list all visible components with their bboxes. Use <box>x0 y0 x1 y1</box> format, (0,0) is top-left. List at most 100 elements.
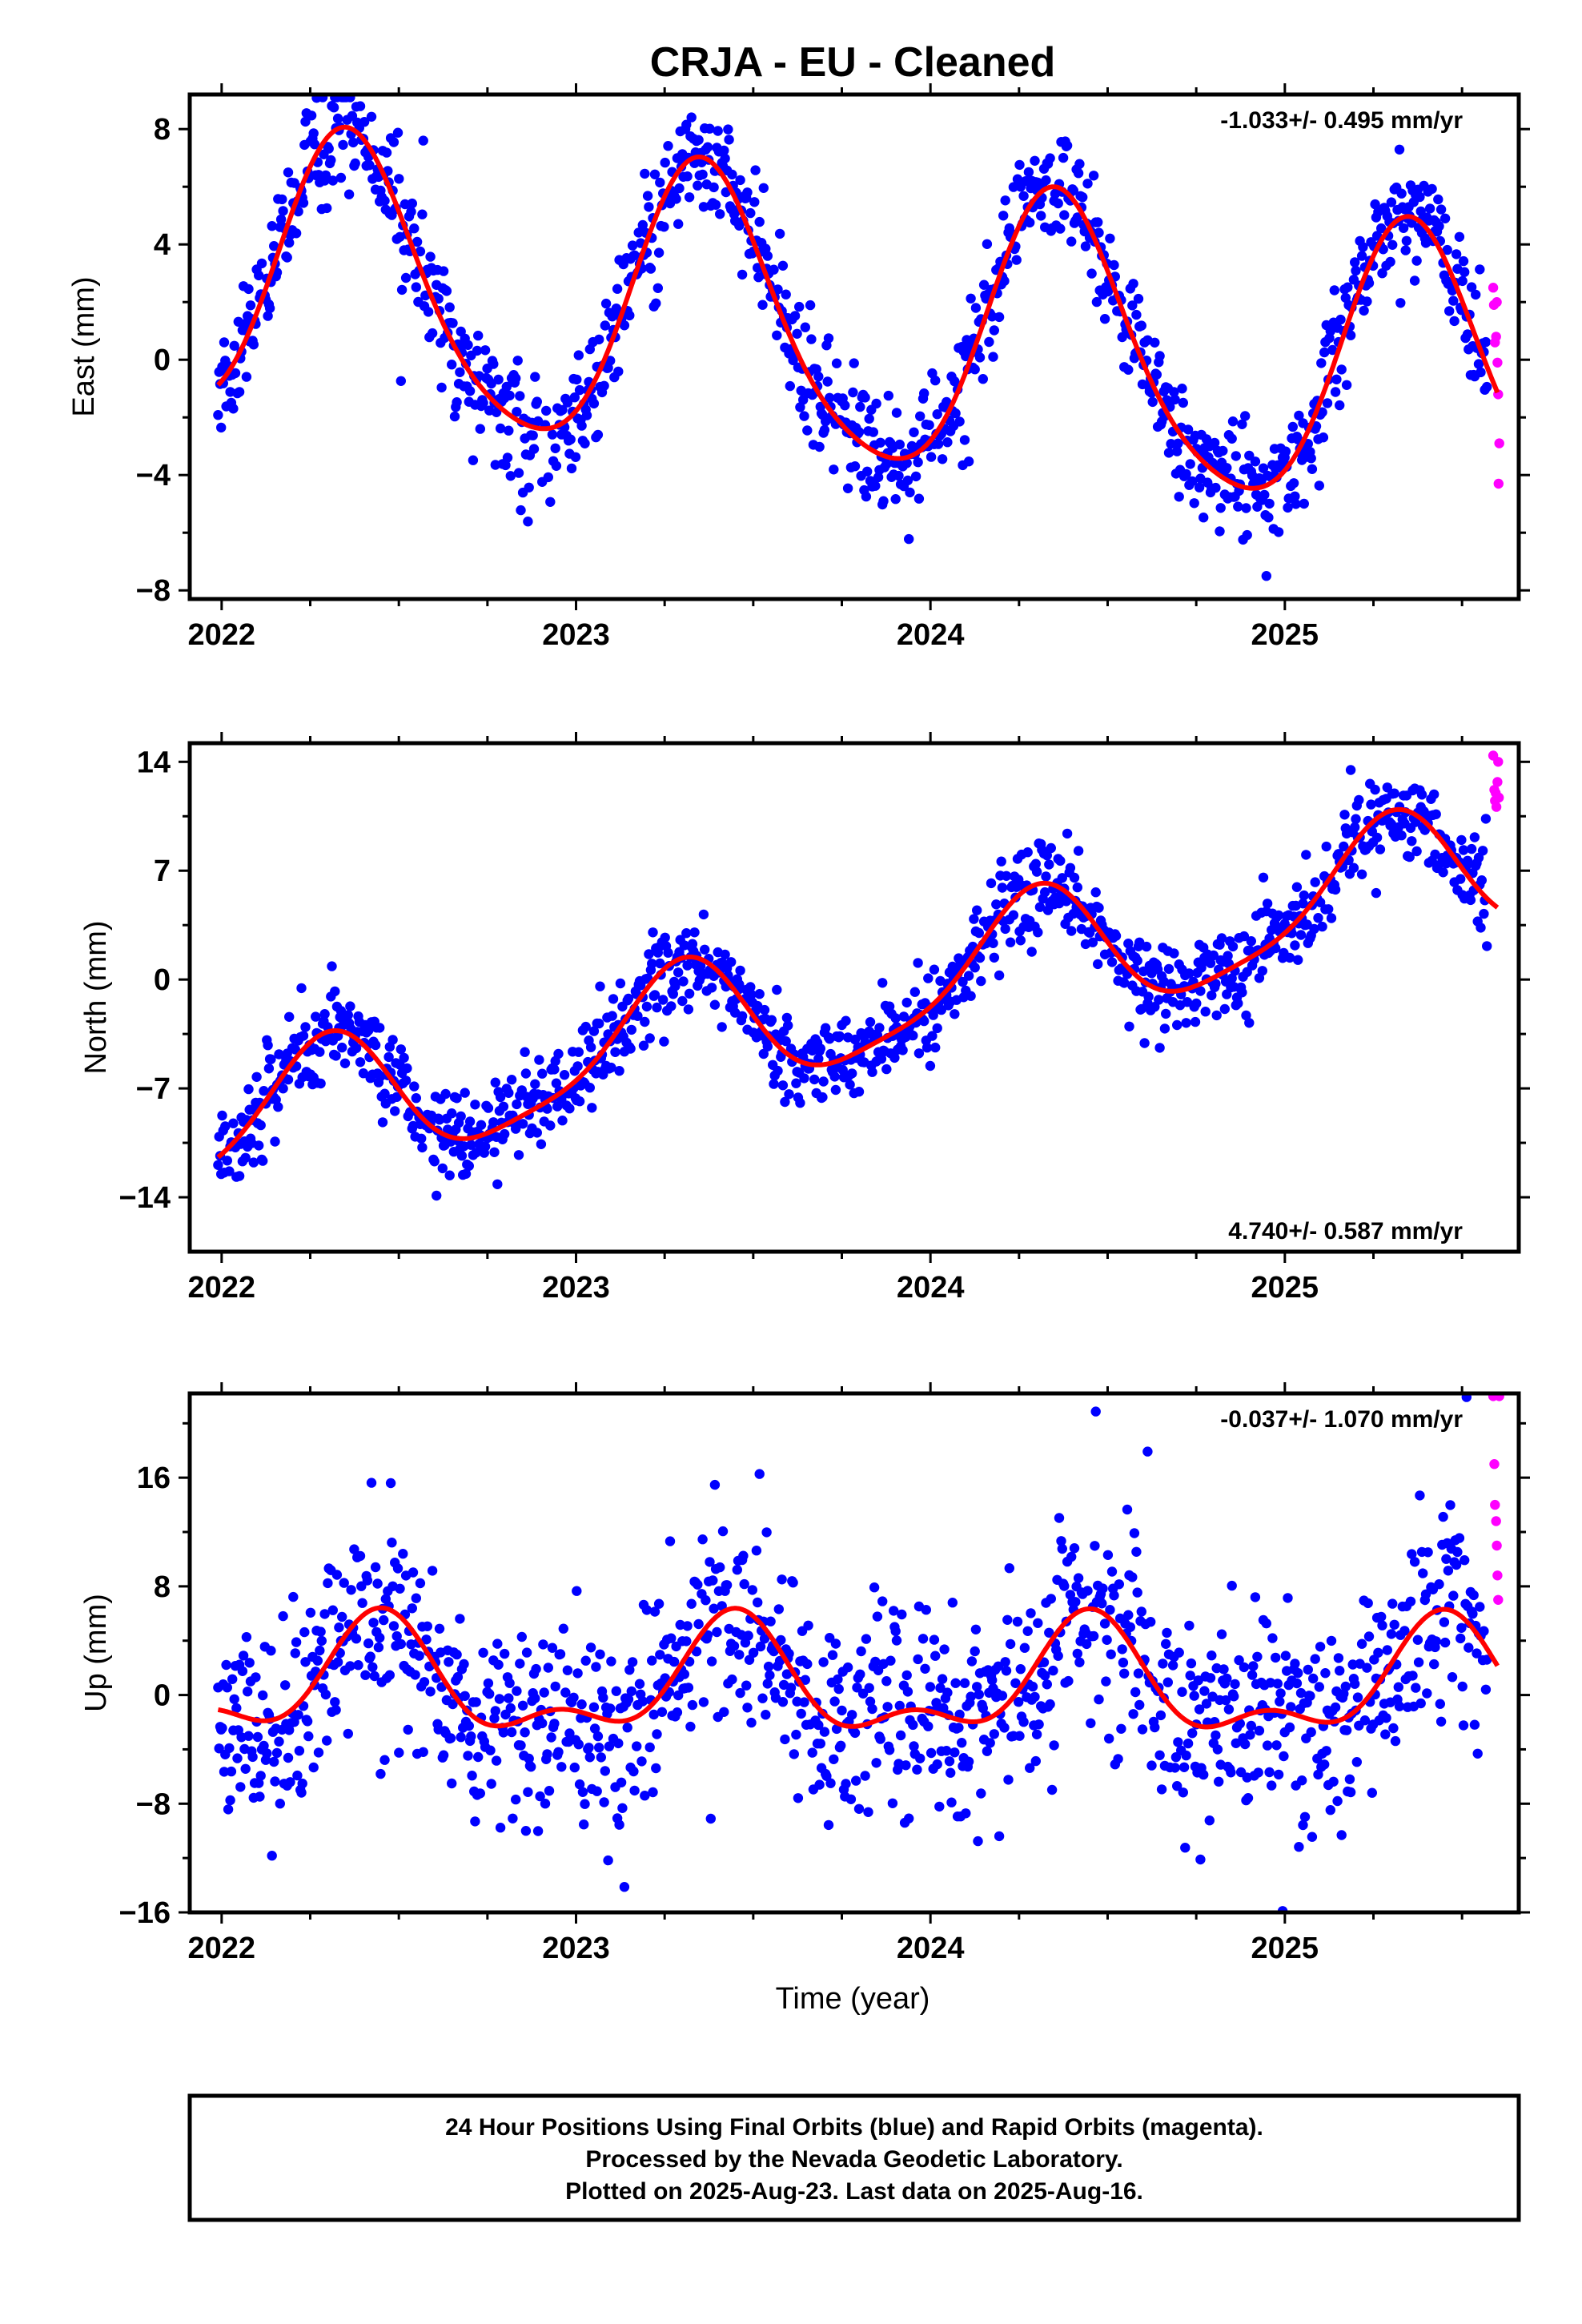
final-orbit-point <box>815 1739 825 1749</box>
final-orbit-point <box>1169 948 1179 959</box>
final-orbit-point <box>576 420 587 431</box>
final-orbit-point <box>1155 1710 1166 1721</box>
final-orbit-point <box>1262 899 1273 909</box>
final-orbit-point <box>1099 314 1110 324</box>
final-orbit-point <box>878 496 889 506</box>
final-orbit-point <box>772 984 782 995</box>
final-orbit-point <box>1211 1730 1221 1741</box>
y-axis-label-up: Up (mm) <box>79 1594 113 1712</box>
final-orbit-point <box>853 1803 865 1814</box>
final-orbit-point <box>1042 850 1053 861</box>
final-orbit-point <box>792 1696 802 1707</box>
final-orbit-point <box>270 1136 280 1147</box>
final-orbit-point <box>1308 1673 1319 1684</box>
final-orbit-point <box>391 1630 402 1642</box>
final-orbit-point <box>326 155 336 166</box>
final-orbit-point <box>584 1743 594 1753</box>
final-orbit-point <box>1012 1616 1023 1627</box>
final-orbit-point <box>1350 1679 1360 1689</box>
final-orbit-point <box>599 380 609 391</box>
final-orbit-point <box>270 1776 280 1787</box>
rapid-orbit-point <box>1492 357 1503 368</box>
final-orbit-point <box>1284 1722 1295 1733</box>
final-orbit-point <box>1125 1622 1136 1633</box>
final-orbit-point <box>1351 1757 1363 1767</box>
final-orbit-point <box>932 409 942 420</box>
final-orbit-point <box>1094 227 1104 238</box>
final-orbit-point <box>785 1683 797 1693</box>
final-orbit-point <box>315 1078 326 1089</box>
final-orbit-point <box>815 1043 825 1054</box>
final-orbit-point <box>754 1469 765 1479</box>
final-orbit-point <box>989 1729 1000 1739</box>
final-orbit-point <box>396 1638 406 1650</box>
final-orbit-point <box>1299 890 1310 901</box>
final-orbit-point <box>506 1727 517 1738</box>
final-orbit-point <box>1117 332 1127 343</box>
footer-line-1: 24 Hour Positions Using Final Orbits (bl… <box>445 2114 1263 2141</box>
final-orbit-point <box>1082 1638 1092 1650</box>
final-orbit-point <box>678 976 689 987</box>
final-orbit-point <box>1253 1767 1263 1778</box>
final-orbit-point <box>251 1672 261 1683</box>
final-orbit-point <box>1237 987 1247 998</box>
final-orbit-point <box>705 1813 716 1824</box>
final-orbit-point <box>1423 1547 1433 1558</box>
final-orbit-point <box>1356 1638 1367 1649</box>
y-tick-label-up: 8 <box>154 1570 171 1604</box>
final-orbit-point <box>274 1049 284 1059</box>
final-orbit-point <box>605 1703 616 1714</box>
final-orbit-point <box>663 141 673 151</box>
final-orbit-point <box>1023 167 1034 178</box>
final-orbit-point <box>795 1098 805 1108</box>
final-orbit-point <box>1212 1744 1223 1755</box>
final-orbit-point <box>1136 1606 1147 1617</box>
final-orbit-point <box>1350 257 1360 267</box>
final-orbit-point <box>592 1786 602 1796</box>
final-orbit-point <box>1223 951 1233 961</box>
final-orbit-point <box>915 1753 926 1763</box>
final-orbit-point <box>1362 296 1372 307</box>
final-orbit-point <box>867 1703 877 1715</box>
final-orbit-point <box>1136 320 1147 331</box>
final-orbit-point <box>574 1779 585 1790</box>
final-orbit-point <box>855 1669 865 1679</box>
final-orbit-point <box>1211 482 1221 493</box>
final-orbit-point <box>436 382 447 393</box>
final-orbit-point <box>334 1622 344 1633</box>
final-orbit-point <box>1411 1683 1421 1693</box>
final-orbit-point <box>802 1659 813 1670</box>
final-orbit-point <box>1295 930 1307 940</box>
final-orbit-point <box>1101 1676 1111 1687</box>
final-orbit-point <box>724 135 734 145</box>
final-orbit-point <box>961 1808 971 1819</box>
final-orbit-point <box>957 1738 967 1748</box>
final-orbit-point <box>1306 1727 1316 1738</box>
final-orbit-point <box>612 283 623 294</box>
final-orbit-point <box>747 1585 757 1595</box>
final-orbit-point <box>1170 1763 1180 1773</box>
final-orbit-point <box>1435 204 1447 215</box>
final-orbit-point <box>1018 191 1029 201</box>
final-orbit-point <box>624 1665 635 1675</box>
final-orbit-point <box>626 1686 636 1697</box>
final-orbit-point <box>1348 862 1359 873</box>
final-orbit-point <box>1394 144 1405 155</box>
final-orbit-point <box>904 533 914 545</box>
final-orbit-point <box>1294 410 1304 421</box>
final-orbit-point <box>1259 489 1270 501</box>
final-orbit-point <box>1110 931 1122 941</box>
x-tick-label-east: 2023 <box>542 618 610 652</box>
final-orbit-point <box>1468 1609 1478 1619</box>
final-orbit-point <box>1326 913 1337 923</box>
final-orbit-point <box>693 1618 704 1630</box>
final-orbit-point <box>648 1709 659 1720</box>
final-orbit-point <box>339 1578 349 1588</box>
final-orbit-point <box>1033 927 1043 938</box>
final-orbit-point <box>849 1727 861 1739</box>
final-orbit-point <box>864 1683 874 1693</box>
final-orbit-point <box>576 1699 587 1710</box>
final-orbit-point <box>473 1751 484 1763</box>
final-orbit-point <box>958 976 968 987</box>
final-orbit-point <box>629 1785 640 1796</box>
